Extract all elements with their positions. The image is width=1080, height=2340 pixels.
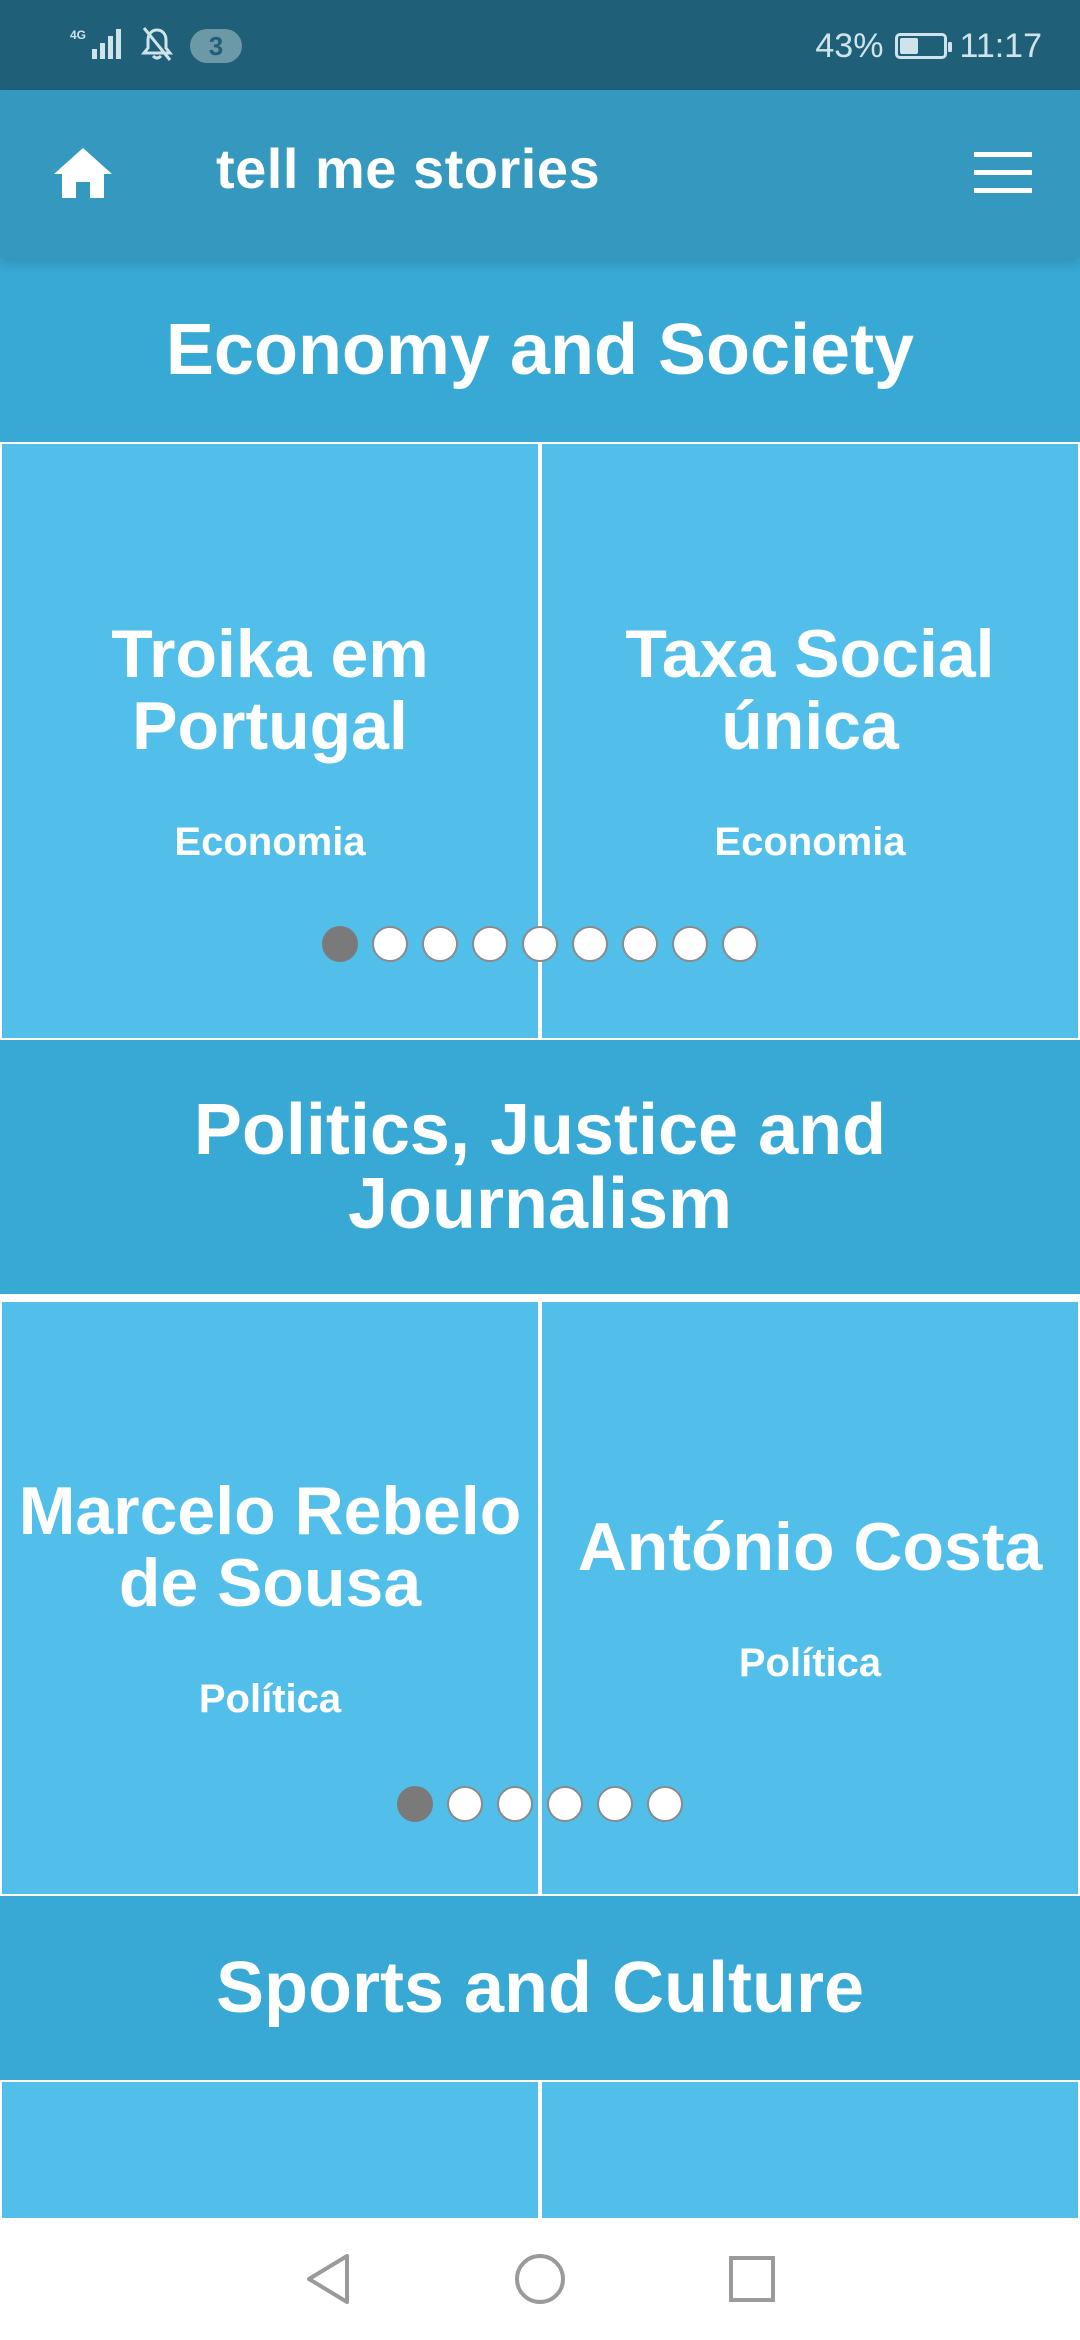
recents-square-icon (729, 2256, 775, 2302)
home-circle-icon (515, 2254, 565, 2304)
story-category: Economia (714, 819, 906, 864)
story-category: Política (198, 1676, 342, 1721)
story-card-partial[interactable] (542, 2082, 1078, 2218)
carousel-dot[interactable] (397, 1786, 433, 1822)
network-label: 4G (70, 28, 86, 42)
back-button[interactable] (298, 2249, 358, 2309)
carousel-dot[interactable] (647, 1786, 683, 1822)
section-title: Economy and Society (165, 310, 915, 390)
story-list[interactable]: Economy and Society Troika em Portugal E… (0, 258, 1080, 2218)
notification-count-badge: 3 (190, 29, 242, 63)
status-left: 4G 3 (70, 22, 242, 70)
story-title: Marcelo Rebelo de Sousa (18, 1472, 522, 1621)
system-nav-bar (0, 2218, 1080, 2340)
carousel-dot[interactable] (422, 926, 458, 962)
clock: 11:17 (959, 26, 1042, 65)
status-right: 43% 11:17 (815, 22, 1042, 70)
story-card-marcelo[interactable]: Marcelo Rebelo de Sousa Política (2, 1302, 538, 1894)
carousel-dot[interactable] (672, 926, 708, 962)
carousel-dot[interactable] (597, 1786, 633, 1822)
carousel-dot[interactable] (472, 926, 508, 962)
home-icon (54, 148, 112, 198)
carousel-dot[interactable] (447, 1786, 483, 1822)
signal-icon: 4G (70, 27, 124, 66)
carousel-dot[interactable] (522, 926, 558, 962)
recents-button[interactable] (722, 2249, 782, 2309)
section-header-politics: Politics, Justice and Journalism (0, 1040, 1080, 1294)
story-title: António Costa (577, 1508, 1043, 1585)
battery-percent: 43% (815, 26, 884, 65)
story-category: Economia (174, 819, 366, 864)
section-header-sports: Sports and Culture (0, 1896, 1080, 2080)
status-bar: 4G 3 43% 11:17 (0, 0, 1080, 90)
carousel-dot[interactable] (322, 926, 358, 962)
carousel-dot[interactable] (722, 926, 758, 962)
menu-button[interactable] (974, 150, 1032, 196)
battery-icon (895, 33, 953, 59)
carousel-dots (0, 1784, 1080, 1824)
notifications-muted-icon (140, 26, 174, 67)
story-card-antonio-costa[interactable]: António Costa Política (542, 1302, 1078, 1894)
carousel-dot[interactable] (497, 1786, 533, 1822)
carousel-dot[interactable] (372, 926, 408, 962)
carousel-dot[interactable] (547, 1786, 583, 1822)
battery-fill (900, 38, 919, 54)
section-title: Sports and Culture (215, 1948, 865, 2028)
carousel-dot[interactable] (622, 926, 658, 962)
back-triangle-icon (307, 2254, 349, 2304)
section-title: Politics, Justice and Journalism (193, 1090, 887, 1244)
story-card-partial[interactable] (2, 2082, 538, 2218)
carousel-dots (0, 924, 1080, 964)
carousel-dot[interactable] (572, 926, 608, 962)
home-button[interactable] (50, 140, 116, 206)
app-bar: tell me stories (0, 90, 1080, 258)
story-title: Taxa Social única (625, 615, 995, 764)
app-title: tell me stories (216, 137, 601, 200)
home-nav-button[interactable] (510, 2249, 570, 2309)
story-category: Política (738, 1640, 882, 1685)
story-title: Troika em Portugal (111, 615, 429, 764)
hamburger-menu-icon (974, 152, 1032, 193)
section-header-economy: Economy and Society (0, 258, 1080, 442)
